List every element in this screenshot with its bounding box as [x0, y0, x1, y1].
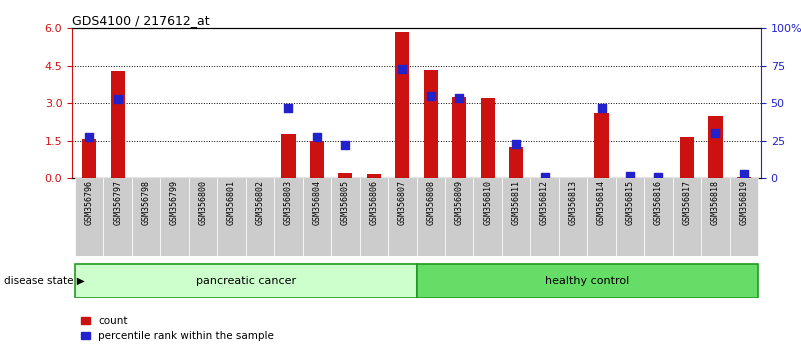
FancyBboxPatch shape — [331, 178, 360, 256]
Text: GSM356796: GSM356796 — [85, 181, 94, 225]
Point — [339, 142, 352, 148]
Text: GSM356808: GSM356808 — [426, 181, 435, 225]
Point — [709, 130, 722, 136]
FancyBboxPatch shape — [502, 178, 530, 256]
Point — [282, 105, 295, 111]
Text: GSM356817: GSM356817 — [682, 181, 691, 225]
FancyBboxPatch shape — [388, 178, 417, 256]
Point — [595, 105, 608, 110]
Point — [83, 134, 95, 140]
Bar — [395, 32, 409, 178]
Text: GSM356818: GSM356818 — [711, 181, 720, 225]
Bar — [111, 71, 125, 178]
Text: disease state ▶: disease state ▶ — [4, 276, 85, 286]
Bar — [594, 113, 609, 178]
Bar — [452, 97, 466, 178]
FancyBboxPatch shape — [360, 178, 388, 256]
Bar — [737, 177, 751, 178]
Text: GSM356803: GSM356803 — [284, 181, 293, 225]
FancyBboxPatch shape — [189, 178, 217, 256]
Bar — [509, 147, 523, 178]
FancyBboxPatch shape — [559, 178, 587, 256]
FancyBboxPatch shape — [701, 178, 730, 256]
Bar — [338, 173, 352, 178]
FancyBboxPatch shape — [587, 178, 616, 256]
FancyBboxPatch shape — [673, 178, 701, 256]
Point — [738, 172, 751, 177]
FancyBboxPatch shape — [730, 178, 758, 256]
Text: GSM356805: GSM356805 — [341, 181, 350, 225]
FancyBboxPatch shape — [445, 178, 473, 256]
Text: GSM356804: GSM356804 — [312, 181, 321, 225]
Text: GSM356812: GSM356812 — [540, 181, 549, 225]
FancyBboxPatch shape — [417, 264, 758, 298]
FancyBboxPatch shape — [274, 178, 303, 256]
Point — [624, 173, 637, 179]
Text: healthy control: healthy control — [545, 276, 630, 286]
Text: GSM356802: GSM356802 — [256, 181, 264, 225]
Bar — [424, 69, 438, 178]
Text: GDS4100 / 217612_at: GDS4100 / 217612_at — [72, 14, 210, 27]
Legend: count, percentile rank within the sample: count, percentile rank within the sample — [78, 312, 278, 345]
Bar — [82, 139, 96, 178]
FancyBboxPatch shape — [530, 178, 559, 256]
Text: GSM356810: GSM356810 — [483, 181, 492, 225]
Bar — [680, 137, 694, 178]
Point — [396, 66, 409, 72]
Text: GSM356801: GSM356801 — [227, 181, 236, 225]
Point — [111, 96, 124, 102]
Text: GSM356798: GSM356798 — [142, 181, 151, 225]
FancyBboxPatch shape — [103, 178, 132, 256]
Text: GSM356814: GSM356814 — [597, 181, 606, 225]
Point — [652, 175, 665, 180]
Bar — [281, 135, 296, 178]
FancyBboxPatch shape — [132, 178, 160, 256]
Text: GSM356809: GSM356809 — [455, 181, 464, 225]
Text: GSM356807: GSM356807 — [398, 181, 407, 225]
Point — [509, 141, 522, 147]
FancyBboxPatch shape — [417, 178, 445, 256]
Text: GSM356816: GSM356816 — [654, 181, 663, 225]
FancyBboxPatch shape — [75, 264, 417, 298]
Bar — [310, 141, 324, 178]
FancyBboxPatch shape — [246, 178, 274, 256]
FancyBboxPatch shape — [217, 178, 246, 256]
Text: GSM356819: GSM356819 — [739, 181, 748, 225]
Text: GSM356806: GSM356806 — [369, 181, 378, 225]
FancyBboxPatch shape — [75, 178, 103, 256]
Point — [311, 134, 324, 140]
Point — [453, 95, 465, 101]
FancyBboxPatch shape — [644, 178, 673, 256]
Point — [538, 174, 551, 179]
Bar — [708, 116, 723, 178]
FancyBboxPatch shape — [303, 178, 331, 256]
Bar — [481, 98, 495, 178]
Bar — [367, 175, 381, 178]
FancyBboxPatch shape — [616, 178, 644, 256]
Text: GSM356797: GSM356797 — [113, 181, 122, 225]
Text: GSM356800: GSM356800 — [199, 181, 207, 225]
FancyBboxPatch shape — [473, 178, 502, 256]
Text: GSM356813: GSM356813 — [569, 181, 578, 225]
Text: GSM356799: GSM356799 — [170, 181, 179, 225]
Text: GSM356811: GSM356811 — [512, 181, 521, 225]
Point — [425, 94, 437, 99]
Text: GSM356815: GSM356815 — [626, 181, 634, 225]
FancyBboxPatch shape — [160, 178, 189, 256]
Text: pancreatic cancer: pancreatic cancer — [195, 276, 296, 286]
